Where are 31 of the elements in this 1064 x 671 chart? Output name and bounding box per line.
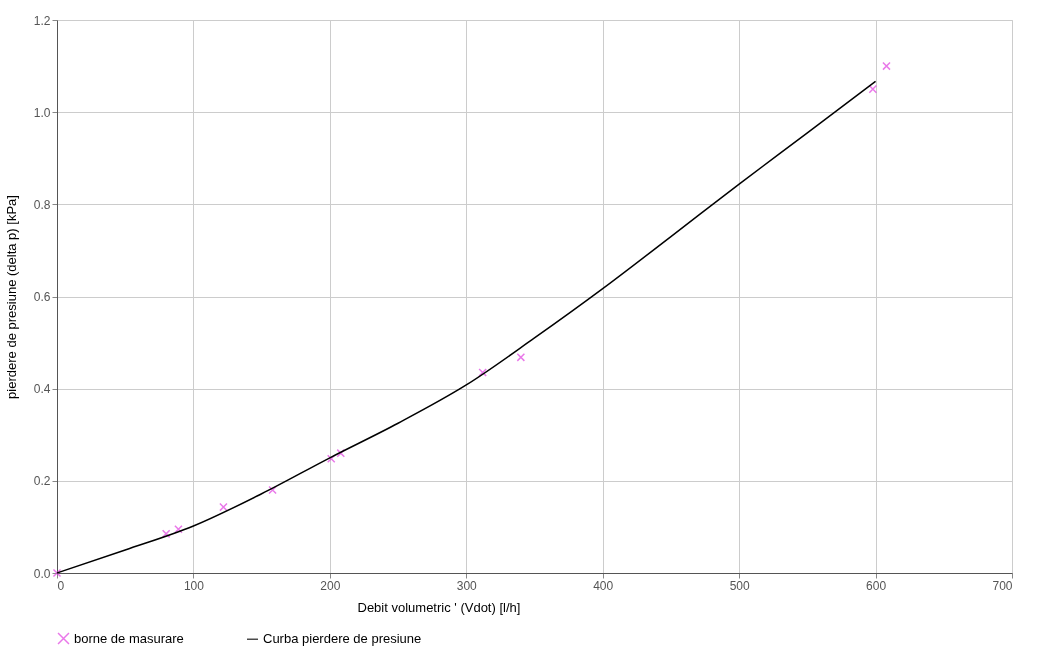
y-tick-label: 1.0 [33, 105, 51, 120]
y-tick-label: 0.6 [33, 290, 51, 304]
x-tick-label: 0 [57, 578, 65, 593]
x-tick-label: 200 [320, 578, 341, 593]
x-tick-label: 600 [866, 578, 887, 593]
point [882, 61, 891, 71]
y-tick-label: 0.0 [33, 566, 51, 581]
x-tick-label: 300 [456, 578, 478, 593]
x-tick-label: 500 [729, 578, 750, 593]
point [516, 353, 526, 362]
legend-label: Curba pierdere de presiune [263, 631, 422, 647]
point [478, 368, 487, 377]
y-tick-label: 0.2 [33, 474, 51, 489]
y-tick-label: 0.8 [33, 197, 51, 212]
point [326, 454, 336, 463]
x-tick-label: 400 [593, 578, 614, 593]
point [336, 448, 346, 458]
point [52, 568, 62, 578]
y-tick-label: 0.4 [33, 382, 51, 397]
legend-label: borne de masurare [74, 630, 184, 646]
line-series [56, 80, 877, 574]
x-axis-title: Debit volumetric ' (Vdot) [l/h] [357, 599, 521, 615]
point [268, 485, 277, 495]
x-tick-label: 700 [992, 578, 1013, 593]
point [174, 524, 183, 534]
point [161, 529, 171, 539]
point [868, 84, 878, 94]
point [219, 502, 228, 512]
y-tick-label: 1.2 [33, 13, 51, 28]
y-axis-title: pierdere de presiune (delta p) [kPa] [3, 195, 19, 399]
x-tick-label: 100 [183, 578, 205, 593]
